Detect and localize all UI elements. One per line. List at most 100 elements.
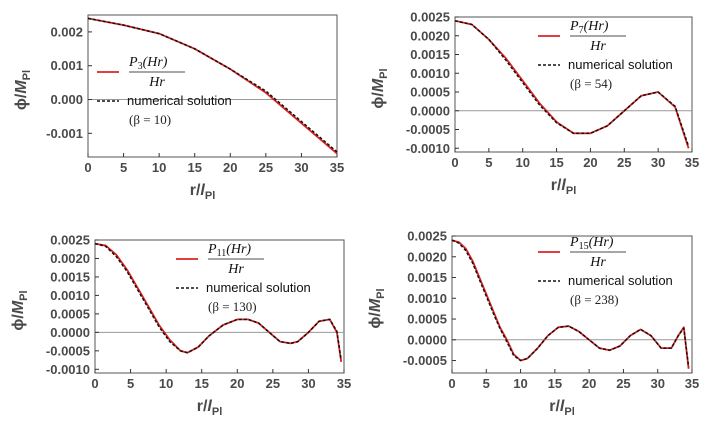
- legend: P3(Hr) Hr numerical solution (β = 10): [97, 55, 232, 127]
- x-tick-label: 25: [266, 376, 280, 391]
- x-axis-title: r/lPl: [551, 177, 577, 197]
- x-tick-label: 35: [685, 376, 699, 391]
- y-axis-title: ϕ/MPl: [370, 68, 390, 108]
- x-tick-label: 30: [650, 376, 664, 391]
- x-tick-label: 5: [483, 376, 490, 391]
- y-tick-label: 0.000: [50, 92, 83, 107]
- y-tick-label: -0.001: [46, 126, 83, 141]
- x-tick-label: 15: [187, 160, 201, 175]
- legend-analytic-numerator: P11(Hr): [207, 242, 251, 259]
- x-tick-label: 10: [513, 376, 527, 391]
- legend-analytic-numerator: P15(Hr): [569, 235, 614, 252]
- y-tick-label: 0.0020: [407, 249, 447, 264]
- x-tick-label: 30: [294, 160, 308, 175]
- x-tick-label: 15: [548, 376, 562, 391]
- x-axis-title: r/lPl: [190, 182, 216, 202]
- y-tick-label: 0.0015: [407, 270, 447, 285]
- plot-frame: [94, 239, 345, 374]
- chart-panel-2: 0 5 10 15 20 25 30 35 -0.0010 -0.0005 0.0000 0.0005…: [370, 10, 699, 198]
- x-tick-label: 30: [301, 376, 315, 391]
- plot-frame: [87, 14, 338, 158]
- legend-numerical-label: numerical solution: [568, 57, 673, 72]
- plot-frame: [451, 235, 693, 374]
- x-tick-label: 25: [616, 376, 630, 391]
- legend-analytic-denominator: Hr: [589, 39, 606, 54]
- legend-analytic-numerator: P3(Hr): [128, 55, 168, 72]
- y-tick-label: 0.0020: [410, 28, 450, 43]
- analytic-series-line: [87, 17, 338, 155]
- legend: P7(Hr) Hr numerical solution (β = 54): [538, 19, 673, 91]
- x-tick-label: 0: [84, 160, 91, 175]
- x-tick-label: 20: [223, 160, 237, 175]
- y-tick-label: 0.0015: [50, 269, 90, 284]
- y-tick-label: 0.0005: [410, 85, 450, 100]
- x-tick-label: 5: [127, 376, 134, 391]
- y-tick-label: 0.002: [50, 24, 83, 39]
- x-tick-label: 0: [448, 376, 455, 391]
- y-tick-label: 0.0000: [50, 325, 90, 340]
- x-tick-label: 15: [549, 155, 563, 170]
- legend-numerical-label: numerical solution: [206, 280, 311, 295]
- x-tick-label: 35: [330, 160, 344, 175]
- x-tick-label: 35: [685, 155, 699, 170]
- y-axis-title: ϕ/MPl: [10, 290, 30, 330]
- legend-beta-label: (β = 130): [208, 299, 257, 314]
- y-tick-label: 0.0025: [50, 233, 90, 248]
- y-tick-label: -0.0005: [406, 122, 450, 137]
- plot-frame: [454, 16, 693, 153]
- x-tick-label: 10: [159, 376, 173, 391]
- y-tick-label: 0.0000: [410, 103, 450, 118]
- y-tick-label: 0.0005: [407, 312, 447, 327]
- legend-beta-label: (β = 10): [129, 112, 171, 127]
- y-tick-label: -0.0005: [46, 343, 90, 358]
- x-tick-label: 15: [194, 376, 208, 391]
- y-tick-label: -0.0010: [46, 362, 90, 377]
- x-tick-label: 10: [152, 160, 166, 175]
- legend-analytic-numerator: P7(Hr): [569, 19, 609, 36]
- legend-analytic-denominator: Hr: [148, 75, 165, 90]
- legend-numerical-label: numerical solution: [127, 93, 232, 108]
- numerical-series-line: [87, 17, 338, 153]
- y-tick-label: 0.0025: [410, 10, 450, 25]
- y-tick-label: 0.0010: [407, 291, 447, 306]
- y-tick-label: -0.0010: [406, 141, 450, 156]
- x-tick-label: 35: [337, 376, 351, 391]
- x-axis-title: r/lPl: [549, 398, 575, 418]
- y-axis-title: ϕ/MPl: [13, 70, 33, 110]
- numerical-series-line: [451, 239, 690, 367]
- legend-analytic-denominator: Hr: [589, 255, 606, 270]
- x-tick-label: 20: [230, 376, 244, 391]
- y-tick-label: 0.0000: [407, 332, 447, 347]
- chart-panel-3: 0 5 10 15 20 25 30 35 -0.0010 -0.0005 0.0000 0.0005…: [10, 233, 351, 419]
- legend: P11(Hr) Hr numerical solution (β = 130): [176, 242, 311, 314]
- numerical-series-line: [454, 20, 690, 147]
- x-tick-label: 30: [651, 155, 665, 170]
- y-tick-label: 0.001: [50, 58, 83, 73]
- legend-analytic-denominator: Hr: [227, 262, 244, 277]
- y-tick-label: 0.0010: [410, 66, 450, 81]
- chart-panel-4: 0 5 10 15 20 25 30 35 -0.0005 0.0000 0.0005 0.0010 0…: [367, 229, 699, 419]
- y-tick-label: 0.0015: [410, 47, 450, 62]
- x-tick-label: 0: [91, 376, 98, 391]
- numerical-series-line: [94, 242, 342, 361]
- x-tick-label: 5: [485, 155, 492, 170]
- legend-beta-label: (β = 54): [570, 76, 612, 91]
- legend-numerical-label: numerical solution: [568, 273, 673, 288]
- y-tick-label: 0.0020: [50, 251, 90, 266]
- legend: P15(Hr) Hr numerical solution (β = 238): [538, 235, 673, 307]
- x-tick-label: 25: [617, 155, 631, 170]
- y-tick-label: 0.0010: [50, 288, 90, 303]
- y-tick-label: 0.0005: [50, 306, 90, 321]
- legend-beta-label: (β = 238): [570, 292, 619, 307]
- x-tick-label: 20: [582, 376, 596, 391]
- y-tick-label: 0.0025: [407, 229, 447, 244]
- x-tick-label: 25: [259, 160, 273, 175]
- y-tick-label: -0.0005: [403, 353, 447, 368]
- x-tick-label: 20: [583, 155, 597, 170]
- y-axis-title: ϕ/MPl: [367, 288, 387, 328]
- x-tick-label: 10: [515, 155, 529, 170]
- x-axis-title: r/lPl: [197, 398, 223, 418]
- chart-panel-1: 0 5 10 15 20 25 30 35 -0.001 0.000 0.001 0.002 r/lPl…: [13, 14, 344, 202]
- x-tick-label: 5: [120, 160, 127, 175]
